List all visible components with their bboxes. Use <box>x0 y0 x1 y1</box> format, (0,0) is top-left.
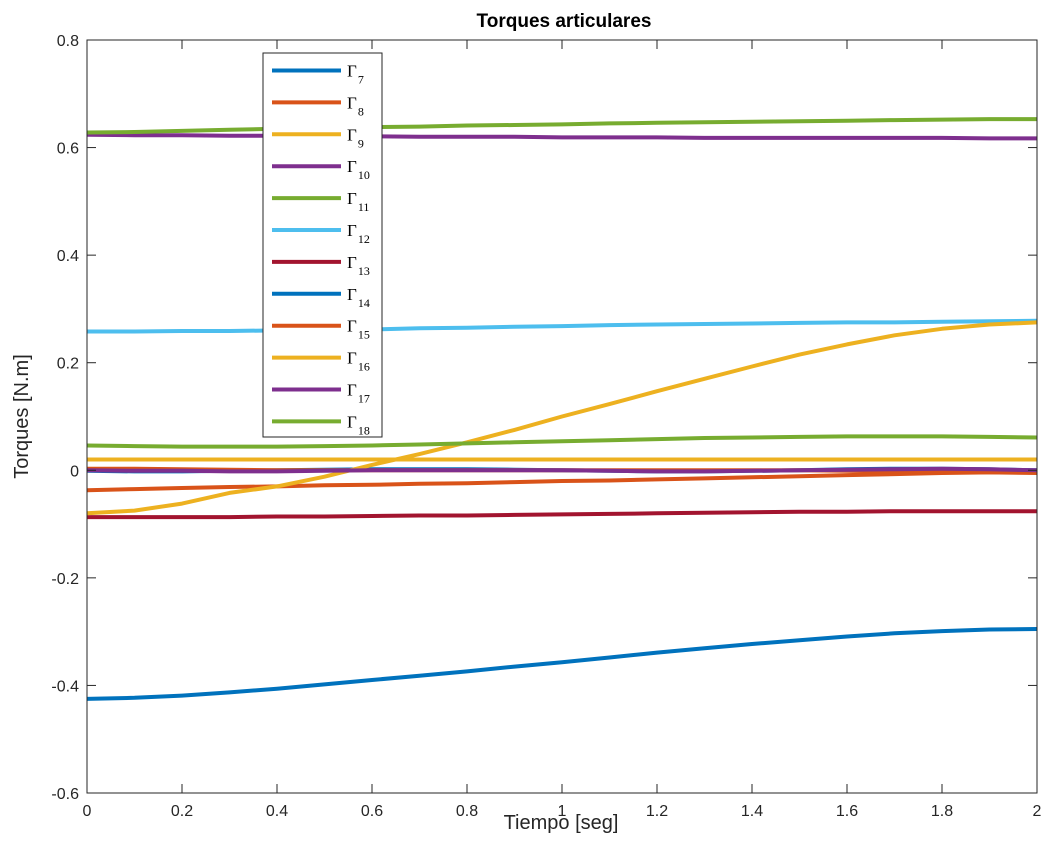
series-line-gamma-16 <box>86 320 1038 516</box>
legend-label-gamma-9: Γ9 <box>347 125 364 150</box>
legend-label-gamma-15: Γ15 <box>347 317 370 342</box>
legend-label-gamma-11: Γ11 <box>347 189 369 214</box>
x-tick-label: 0 <box>83 803 92 820</box>
y-tick-label: 0.4 <box>57 248 79 265</box>
series-line-gamma-13 <box>87 509 1037 520</box>
legend-label-gamma-16: Γ16 <box>347 349 370 374</box>
y-tick-label: 0.8 <box>57 33 79 50</box>
axis-ticks: 0 0.2 0.4 0.6 0.8 1 1.2 1.4 1.6 1.8 2 -0.6 -0.4 -0.2 0… <box>51 33 1041 820</box>
legend-label-gamma-12: Γ12 <box>347 221 370 246</box>
x-tick-label: 2 <box>1033 803 1042 820</box>
legend: Γ7 Γ8 Γ9 Γ10 Γ11 Γ12 Γ13 Γ14 Γ15 Γ16 Γ17 Γ18 <box>262 52 383 438</box>
y-tick-label: 0 <box>70 463 79 480</box>
plot-area: 0 0.2 0.4 0.6 0.8 1 1.2 1.4 1.6 1.8 2 -0.6 -0.4 -0.2 0… <box>51 33 1041 820</box>
legend-label-gamma-10: Γ10 <box>347 157 370 182</box>
y-tick-label: -0.6 <box>51 786 79 803</box>
series-line-gamma-8 <box>86 470 1037 493</box>
x-tick-label: 1.8 <box>931 803 953 820</box>
x-tick-label: 0.8 <box>456 803 478 820</box>
legend-label-gamma-7: Γ7 <box>347 62 364 87</box>
series-line-gamma-7 <box>86 627 1038 701</box>
legend-label-gamma-17: Γ17 <box>347 381 370 406</box>
x-tick-label: 0.4 <box>266 803 288 820</box>
x-tick-label: 1.2 <box>646 803 668 820</box>
legend-label-gamma-13: Γ13 <box>347 253 370 278</box>
series-line-gamma-11 <box>86 117 1037 135</box>
series-lines <box>86 117 1038 701</box>
y-axis-label: Torques [N.m] <box>11 354 33 478</box>
legend-items: Γ7 Γ8 Γ9 Γ10 Γ11 Γ12 Γ13 Γ14 Γ15 Γ16 Γ17 Γ18 <box>272 62 370 437</box>
x-tick-label: 0.2 <box>171 803 193 820</box>
legend-label-gamma-18: Γ18 <box>347 412 370 437</box>
legend-label-gamma-14: Γ14 <box>347 285 370 310</box>
y-tick-label: -0.2 <box>51 571 79 588</box>
series-line-gamma-12 <box>87 318 1038 334</box>
y-tick-label: 0.6 <box>57 141 79 158</box>
y-tick-label: 0.2 <box>57 356 79 373</box>
x-tick-label: 1.6 <box>836 803 858 820</box>
x-tick-label: 1.4 <box>741 803 763 820</box>
x-axis-label: Tiempo [seg] <box>504 812 619 834</box>
y-tick-label: -0.4 <box>51 678 79 695</box>
series-line-gamma-10 <box>86 132 1037 141</box>
x-tick-label: 1 <box>558 803 567 820</box>
chart-title: Torques articulares <box>477 11 652 32</box>
series-line-gamma-18 <box>86 434 1038 449</box>
x-tick-label: 0.6 <box>361 803 383 820</box>
legend-label-gamma-8: Γ8 <box>347 93 364 118</box>
legend-box <box>262 52 383 438</box>
series-line-gamma-17 <box>86 466 1038 474</box>
